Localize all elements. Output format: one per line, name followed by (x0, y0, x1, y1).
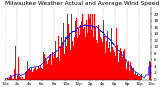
Text: Milwaukee Weather Actual and Average Wind Speed by Minute mph (Last 24 Hours): Milwaukee Weather Actual and Average Win… (5, 1, 160, 6)
